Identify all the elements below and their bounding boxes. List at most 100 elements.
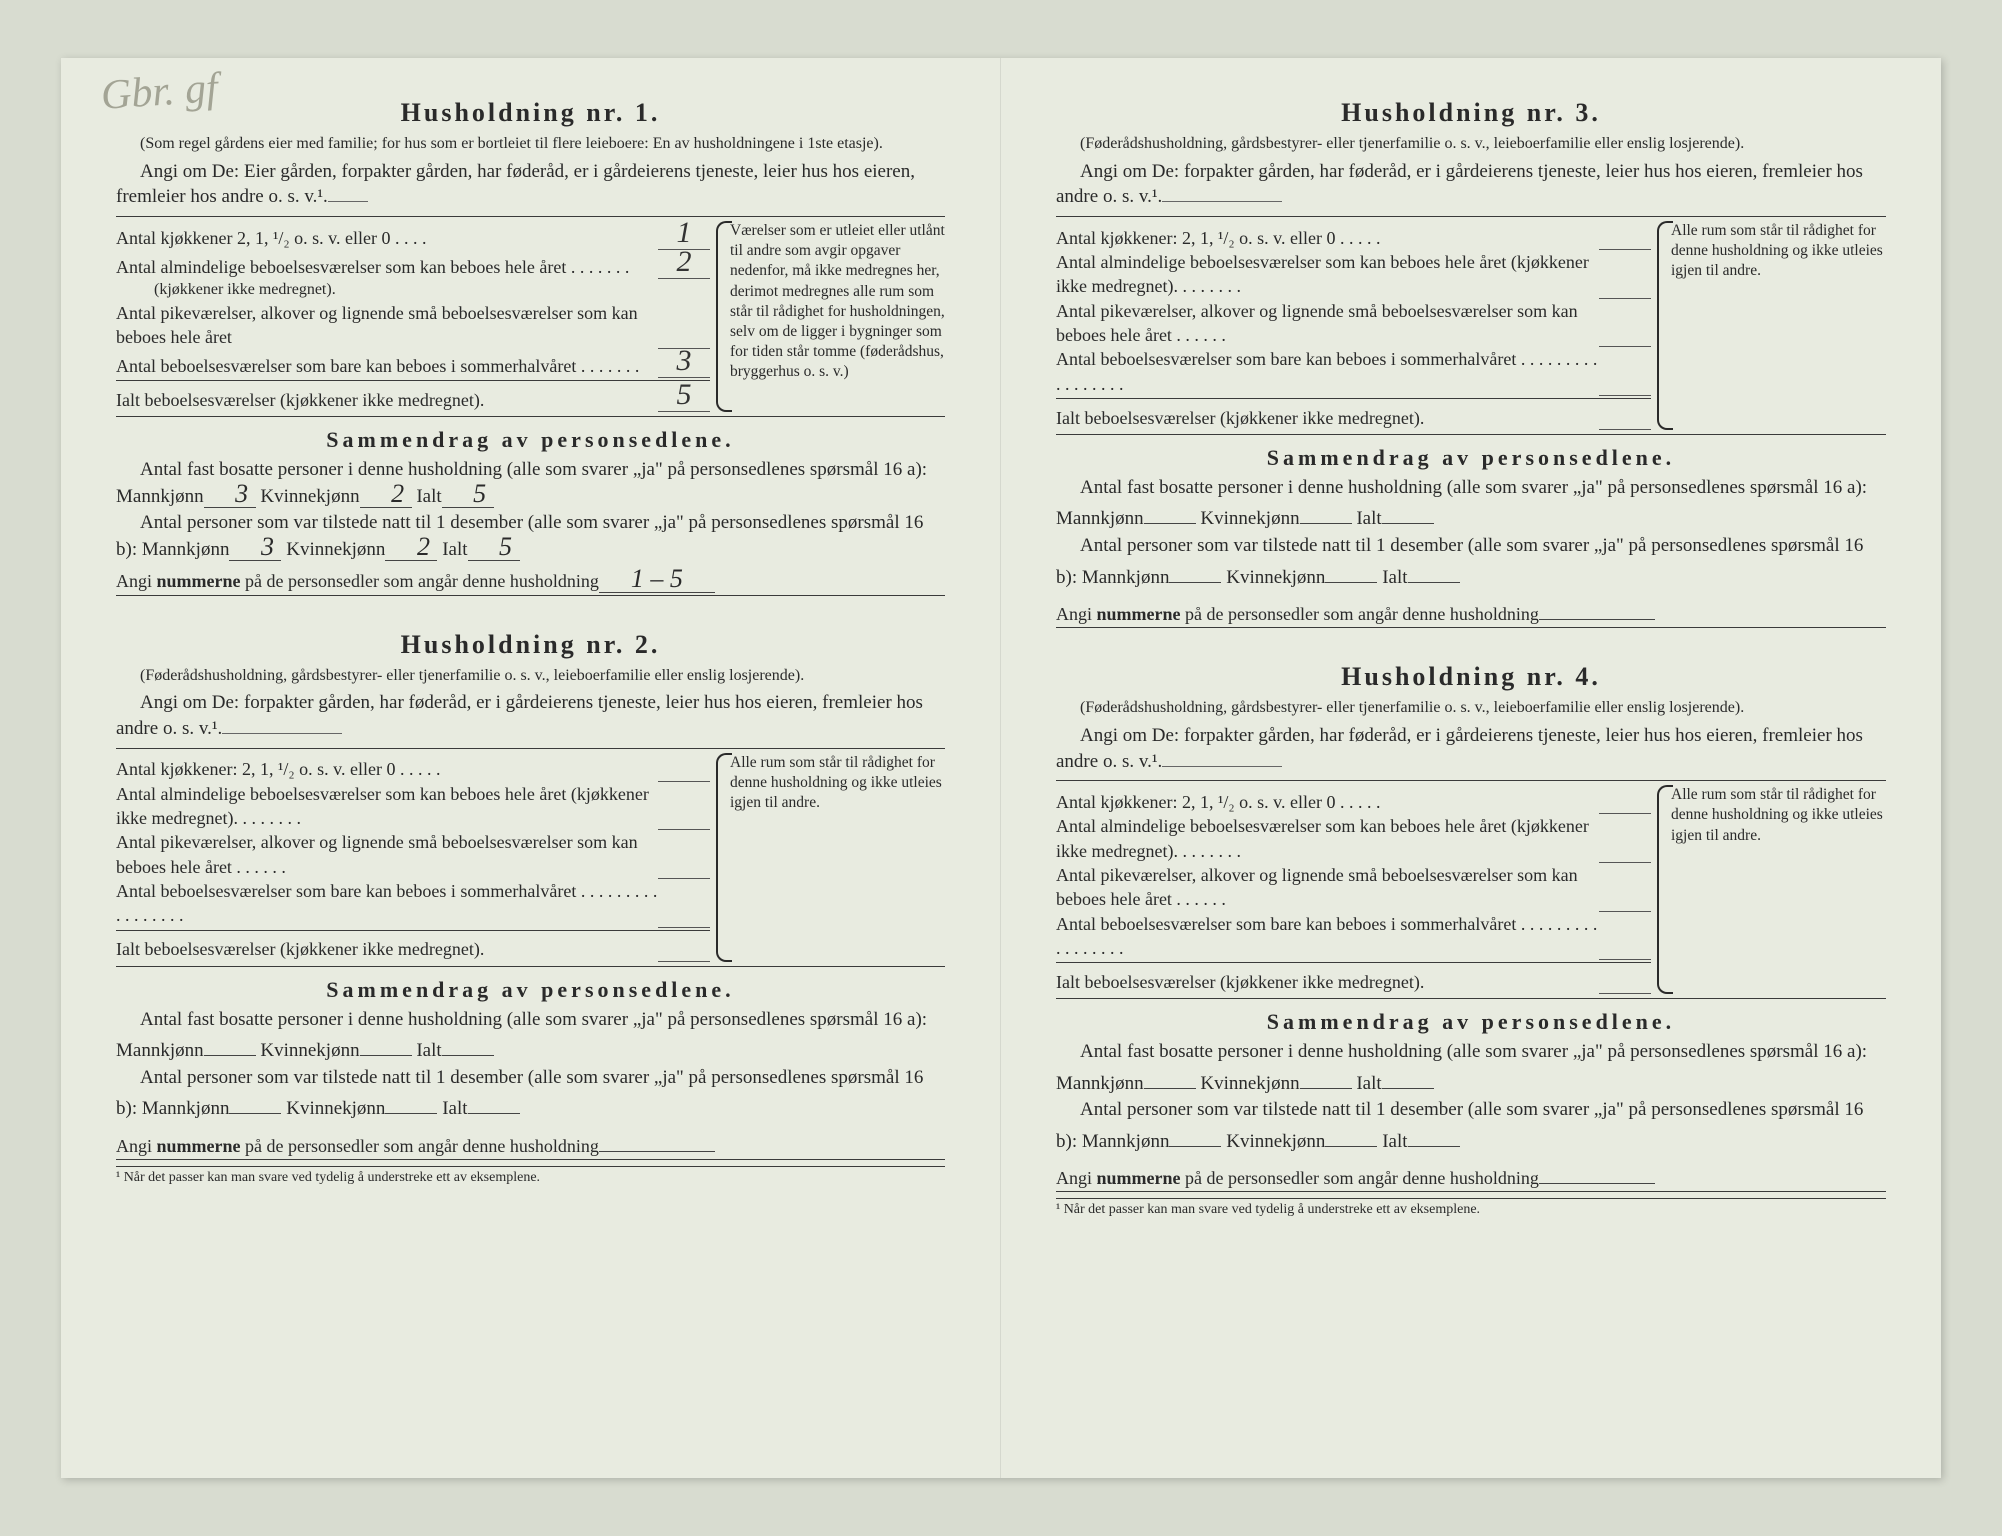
hh3-a-m bbox=[1144, 501, 1196, 524]
hh1-alm-sub: (kjøkkener ikke medregnet). bbox=[116, 279, 710, 301]
hh3-kjokken-label: Antal kjøkkener: 2, 1, ¹/₂ o. s. v. elle… bbox=[1056, 226, 1599, 250]
hh2-angi: Angi om De: forpakter gården, har føderå… bbox=[116, 690, 945, 741]
hh2-title: Husholdning nr. 2. bbox=[116, 630, 945, 660]
hh2-a-m bbox=[204, 1033, 256, 1056]
hh2-angi-num-val bbox=[599, 1129, 715, 1152]
hh2-sum-a: Antal fast bosatte personer i denne hush… bbox=[116, 1007, 945, 1065]
page-left: Gbr. gf Husholdning nr. 1. (Som regel gå… bbox=[61, 58, 1001, 1478]
hh3-angi: Angi om De: forpakter gården, har føderå… bbox=[1056, 159, 1886, 210]
household-3: Husholdning nr. 3. (Føderådshusholdning,… bbox=[1056, 98, 1886, 628]
household-1: Husholdning nr. 1. (Som regel gårdens ei… bbox=[116, 98, 945, 596]
hh2-summary-title: Sammendrag av personsedlene. bbox=[116, 977, 945, 1003]
hh1-subtitle: (Som regel gårdens eier med familie; for… bbox=[116, 134, 945, 155]
page-right: Husholdning nr. 3. (Føderådshusholdning,… bbox=[1001, 58, 1941, 1478]
hh4-a-m bbox=[1144, 1066, 1196, 1089]
hh2-sum-b: Antal personer som var tilstede natt til… bbox=[116, 1065, 945, 1123]
hh4-sum-a: Antal fast bosatte personer i denne hush… bbox=[1056, 1039, 1886, 1097]
hh4-alm-val bbox=[1599, 834, 1651, 863]
hh4-angi: Angi om De: forpakter gården, har føderå… bbox=[1056, 723, 1886, 774]
hh2-ialt-val bbox=[658, 933, 710, 962]
hh2-a-k bbox=[360, 1033, 412, 1056]
hh1-b-k: 2 bbox=[385, 538, 437, 561]
hh4-pike-label: Antal pikeværelser, alkover og lignende … bbox=[1056, 863, 1599, 912]
hh2-b-m bbox=[229, 1091, 281, 1114]
hh2-b-k bbox=[385, 1091, 437, 1114]
hh2-rooms: Antal kjøkkener: 2, 1, ¹/₂ o. s. v. elle… bbox=[116, 748, 945, 967]
hh4-title: Husholdning nr. 4. bbox=[1056, 662, 1886, 692]
hh2-sommer-label: Antal beboelsesværelser som bare kan beb… bbox=[116, 879, 658, 928]
hh3-a-i bbox=[1382, 501, 1434, 524]
hh1-ialt-val: 5 bbox=[658, 383, 710, 412]
hh3-b-k bbox=[1325, 560, 1377, 583]
hh4-rooms: Antal kjøkkener: 2, 1, ¹/₂ o. s. v. elle… bbox=[1056, 780, 1886, 999]
hh2-b-i bbox=[468, 1091, 520, 1114]
hh2-a-i bbox=[442, 1033, 494, 1056]
hh3-b-i bbox=[1408, 560, 1460, 583]
hh1-a-k: 2 bbox=[360, 485, 412, 508]
hh3-summary-title: Sammendrag av personsedlene. bbox=[1056, 445, 1886, 471]
hh1-alm-label: Antal almindelige beboelsesværelser som … bbox=[116, 255, 658, 279]
brace-icon bbox=[1657, 221, 1673, 430]
hh3-pike-label: Antal pikeværelser, alkover og lignende … bbox=[1056, 299, 1599, 348]
hh4-ialt-label: Ialt beboelsesværelser (kjøkkener ikke m… bbox=[1056, 970, 1599, 994]
household-2: Husholdning nr. 2. (Føderådshusholdning,… bbox=[116, 630, 945, 1186]
hh3-pike-val bbox=[1599, 318, 1651, 347]
hh2-subtitle: (Føderådshusholdning, gårdsbestyrer- ell… bbox=[116, 666, 945, 687]
hh1-ialt-label: Ialt beboelsesværelser (kjøkkener ikke m… bbox=[116, 388, 658, 412]
hh1-pike-label: Antal pikeværelser, alkover og lignende … bbox=[116, 301, 658, 350]
footnote-left: ¹ Når det passer kan man svare ved tydel… bbox=[116, 1166, 945, 1186]
hh3-sommer-label: Antal beboelsesværelser som bare kan beb… bbox=[1056, 347, 1599, 396]
hh1-angi: Angi om De: Eier gården, forpakter gårde… bbox=[116, 159, 945, 210]
hh2-sommer-val bbox=[658, 899, 710, 928]
hh2-side-note: Alle rum som står til rådighet for denne… bbox=[720, 753, 945, 962]
hh4-angi-num-val bbox=[1539, 1161, 1655, 1184]
hh1-sum-b: Antal personer som var tilstede natt til… bbox=[116, 510, 945, 563]
hh3-ialt-val bbox=[1599, 401, 1651, 430]
hh3-sum-b: Antal personer som var tilstede natt til… bbox=[1056, 533, 1886, 591]
document-spread: Gbr. gf Husholdning nr. 1. (Som regel gå… bbox=[61, 58, 1941, 1478]
hh3-alm-label: Antal almindelige beboelsesværelser som … bbox=[1056, 250, 1599, 299]
hh3-kjokken-val bbox=[1599, 221, 1651, 250]
hh1-b-i: 5 bbox=[468, 538, 520, 561]
hh3-angi-num: Angi nummerne på de personsedler som ang… bbox=[1056, 597, 1886, 628]
hh3-b-m bbox=[1169, 560, 1221, 583]
hh3-side-note: Alle rum som står til rådighet for denne… bbox=[1661, 221, 1886, 430]
hh3-a-k bbox=[1300, 501, 1352, 524]
hh4-subtitle: (Føderådshusholdning, gårdsbestyrer- ell… bbox=[1056, 698, 1886, 719]
hh3-angi-num-val bbox=[1539, 597, 1655, 620]
hh1-sommer-val: 3 bbox=[658, 349, 710, 378]
hh2-ialt-label: Ialt beboelsesværelser (kjøkkener ikke m… bbox=[116, 937, 658, 961]
hh2-pike-val bbox=[658, 850, 710, 879]
hh4-alm-label: Antal almindelige beboelsesværelser som … bbox=[1056, 814, 1599, 863]
hh1-side-note: Værelser som er utleiet eller utlånt til… bbox=[720, 221, 945, 412]
hh3-alm-val bbox=[1599, 270, 1651, 299]
hh1-kjokken-label: Antal kjøkkener 2, 1, ¹/₂ o. s. v. eller… bbox=[116, 226, 658, 250]
hh4-side-note: Alle rum som står til rådighet for denne… bbox=[1661, 785, 1886, 994]
hh3-ialt-label: Ialt beboelsesværelser (kjøkkener ikke m… bbox=[1056, 406, 1599, 430]
hh4-sommer-label: Antal beboelsesværelser som bare kan beb… bbox=[1056, 912, 1599, 961]
hh4-summary-title: Sammendrag av personsedlene. bbox=[1056, 1009, 1886, 1035]
hh1-sommer-label: Antal beboelsesværelser som bare kan beb… bbox=[116, 354, 658, 378]
hh4-b-i bbox=[1408, 1124, 1460, 1147]
hh4-kjokken-label: Antal kjøkkener: 2, 1, ¹/₂ o. s. v. elle… bbox=[1056, 790, 1599, 814]
hh2-alm-val bbox=[658, 801, 710, 830]
hh4-pike-val bbox=[1599, 883, 1651, 912]
hh3-sommer-val bbox=[1599, 367, 1651, 396]
handwritten-annotation: Gbr. gf bbox=[99, 64, 219, 120]
hh2-kjokken-label: Antal kjøkkener: 2, 1, ¹/₂ o. s. v. elle… bbox=[116, 757, 658, 781]
footnote-right: ¹ Når det passer kan man svare ved tydel… bbox=[1056, 1198, 1886, 1218]
hh1-a-i: 5 bbox=[442, 485, 494, 508]
hh1-title: Husholdning nr. 1. bbox=[116, 98, 945, 128]
hh4-b-m bbox=[1169, 1124, 1221, 1147]
hh3-sum-a: Antal fast bosatte personer i denne hush… bbox=[1056, 475, 1886, 533]
hh1-b-m: 3 bbox=[229, 538, 281, 561]
hh1-rooms: Antal kjøkkener 2, 1, ¹/₂ o. s. v. eller… bbox=[116, 216, 945, 417]
hh3-title: Husholdning nr. 3. bbox=[1056, 98, 1886, 128]
brace-icon bbox=[716, 753, 732, 962]
hh3-subtitle: (Føderådshusholdning, gårdsbestyrer- ell… bbox=[1056, 134, 1886, 155]
hh4-b-k bbox=[1325, 1124, 1377, 1147]
hh4-angi-num: Angi nummerne på de personsedler som ang… bbox=[1056, 1161, 1886, 1192]
hh1-angi-num-val: 1 – 5 bbox=[599, 570, 715, 593]
hh1-angi-num: Angi nummerne på de personsedler som ang… bbox=[116, 570, 945, 596]
hh1-a-m: 3 bbox=[204, 485, 256, 508]
